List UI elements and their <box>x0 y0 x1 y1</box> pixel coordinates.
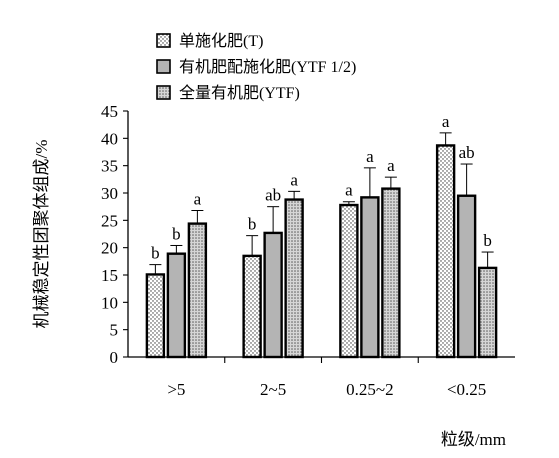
bar <box>166 252 187 359</box>
bar <box>477 266 498 359</box>
legend-entry: 全量有机肥(YTF) <box>179 84 300 102</box>
y-tick-label: 40 <box>101 129 118 148</box>
bar <box>339 203 359 359</box>
legend-entry: 有机肥配施化肥(YTF 1/2) <box>179 58 356 76</box>
legend: 单施化肥(T) 有机肥配施化肥(YTF 1/2) 全量有机肥(YTF) <box>156 32 356 102</box>
bar <box>381 187 401 359</box>
y-tick-label: 0 <box>110 348 119 367</box>
y-tick-label: 20 <box>101 239 118 258</box>
legend-swatch <box>156 33 171 48</box>
bar <box>435 144 456 359</box>
legend-swatch <box>156 85 171 100</box>
data-label: a <box>387 156 395 175</box>
x-tick-label: 2~5 <box>260 380 286 399</box>
y-tick-label: 25 <box>101 211 118 230</box>
bars <box>145 132 498 359</box>
y-tick-label: 10 <box>101 293 118 312</box>
bar <box>187 222 208 359</box>
data-label: a <box>442 112 450 131</box>
y-axis-title: 机械稳定性团聚体组成/% <box>32 140 51 329</box>
x-tick-label: <0.25 <box>447 380 486 399</box>
data-label: b <box>172 224 181 243</box>
data-label: a <box>194 189 202 208</box>
bar <box>284 198 304 359</box>
x-axis-title: 粒级/mm <box>441 430 506 449</box>
data-label: b <box>248 215 257 234</box>
data-label: b <box>483 231 492 250</box>
bar <box>456 194 477 359</box>
data-label: b <box>151 244 160 263</box>
bar <box>145 273 166 359</box>
y-tick-label: 5 <box>110 321 119 340</box>
y-tick-label: 35 <box>101 157 118 176</box>
axes: 0 5 10 15 20 25 30 35 40 45 机械稳定性团聚体组成/% 粒级/mm <box>32 102 515 449</box>
data-label: ab <box>265 186 281 205</box>
bar <box>242 254 262 359</box>
y-tick-label: 45 <box>101 102 118 121</box>
x-tick-label: 0.25~2 <box>346 380 393 399</box>
legend-entry: 单施化肥(T) <box>179 32 263 50</box>
legend-swatch <box>156 59 171 74</box>
data-label: a <box>345 181 353 200</box>
data-label: a <box>290 170 298 189</box>
data-label: a <box>366 147 374 166</box>
y-tick-label: 15 <box>101 266 118 285</box>
x-tick-label: >5 <box>167 380 185 399</box>
y-tick-label: 30 <box>101 184 118 203</box>
data-label: ab <box>459 143 475 162</box>
bar <box>360 196 380 359</box>
bar <box>263 231 283 359</box>
